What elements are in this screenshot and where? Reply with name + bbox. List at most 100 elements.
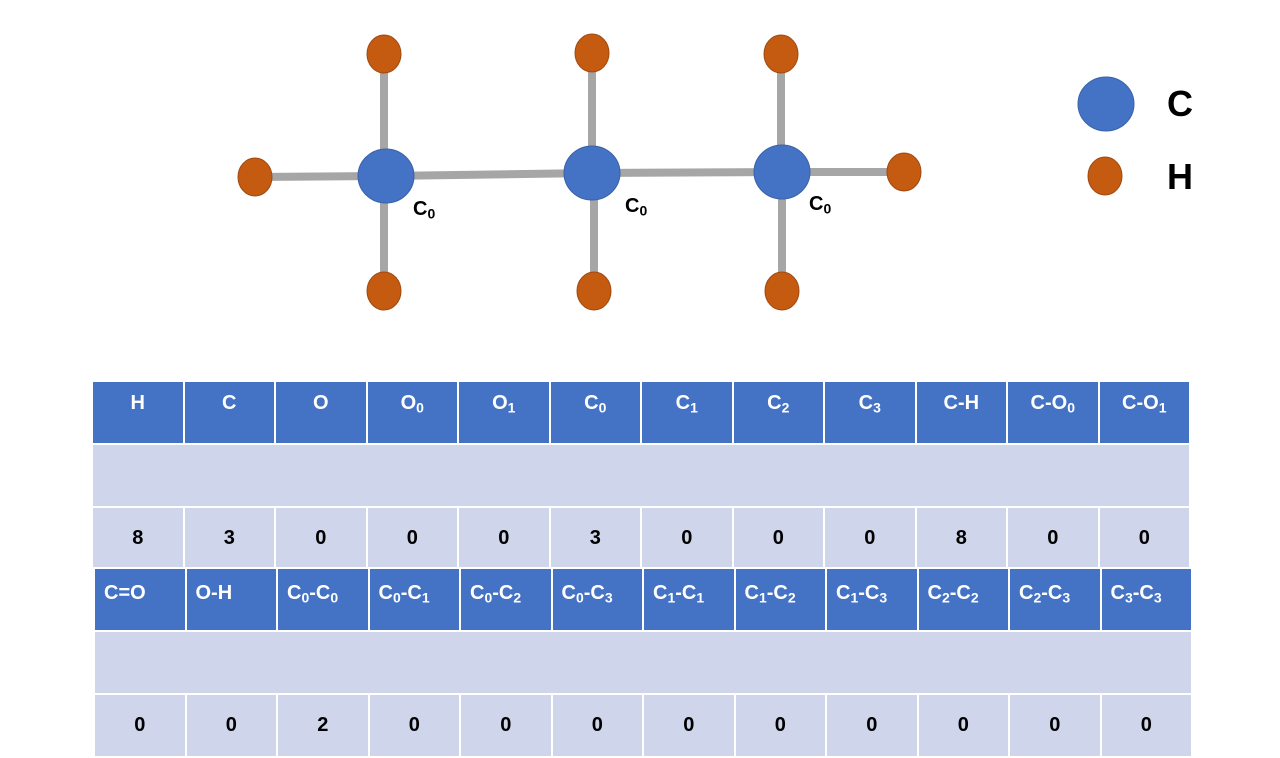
- hydrogen-atoms: [237, 33, 922, 311]
- count-cell: 0: [550, 693, 644, 758]
- atom-label-base: C: [625, 195, 640, 217]
- header-subscript: 0: [1067, 399, 1075, 416]
- count-cell: 8: [914, 506, 1008, 571]
- header-subscript: 1: [758, 589, 767, 606]
- count-cell: 0: [459, 693, 553, 758]
- header-text: -C: [858, 582, 880, 604]
- header-text: C: [378, 582, 393, 604]
- header-subscript: 1: [850, 589, 859, 606]
- header-subscript: 0: [416, 399, 424, 416]
- legend-hydrogen-label: H: [1167, 156, 1193, 197]
- column-header: C2-C3: [1008, 567, 1102, 632]
- header-text: -C: [675, 582, 697, 604]
- header-subscript: 0: [575, 589, 584, 606]
- column-header: O0: [365, 380, 459, 445]
- column-header: C=O: [93, 567, 187, 632]
- header-text: -C: [766, 582, 788, 604]
- column-header: C3: [823, 380, 917, 445]
- count-cell: 0: [365, 506, 459, 571]
- legend-hydrogen-symbol: [1087, 156, 1123, 196]
- count-cell: 0: [733, 693, 827, 758]
- header-subscript: 0: [484, 589, 493, 606]
- column-header: C3-C3: [1099, 567, 1193, 632]
- hydrogen-atom: [237, 157, 273, 197]
- header-text: C: [561, 582, 576, 604]
- column-header: O: [274, 380, 368, 445]
- header-base: C: [767, 392, 782, 414]
- header-base: C: [584, 392, 599, 414]
- header-text: -C: [309, 582, 331, 604]
- atom-label-c2: C0: [625, 195, 648, 219]
- header-text: C: [1110, 582, 1125, 604]
- header-text: C: [653, 582, 668, 604]
- column-header: C-H: [914, 380, 1008, 445]
- count-cell: 0: [1099, 693, 1193, 758]
- header-text: -C: [1132, 582, 1154, 604]
- carbon-atom: [563, 145, 621, 201]
- header-subscript: 2: [513, 589, 522, 606]
- header-subscript: 3: [873, 399, 881, 416]
- column-header: C0-C2: [459, 567, 553, 632]
- atom-label-sub: 0: [639, 202, 648, 219]
- column-header: C-O0: [1006, 380, 1100, 445]
- header-base: C-O: [1122, 392, 1159, 414]
- count-cell: 2: [276, 693, 370, 758]
- count-cell: 0: [1097, 506, 1191, 571]
- header-text: -C: [400, 582, 422, 604]
- header-base: C: [675, 392, 691, 414]
- header-base: H: [130, 392, 145, 414]
- count-cell: 0: [642, 693, 736, 758]
- header-subscript: 0: [330, 589, 339, 606]
- atom-label-sub: 0: [823, 200, 832, 217]
- header-subscript: 0: [392, 589, 401, 606]
- count-cell: 0: [457, 506, 551, 571]
- column-header: O1: [457, 380, 551, 445]
- count-cell: 0: [640, 506, 734, 571]
- count-cell: 0: [93, 693, 187, 758]
- column-header: C: [182, 380, 276, 445]
- header-subscript: 2: [781, 399, 790, 416]
- header-subscript: 1: [696, 589, 705, 606]
- atom-label-sub: 0: [427, 205, 436, 222]
- legend-carbon-symbol: [1077, 76, 1135, 132]
- count-cell: 3: [548, 506, 642, 571]
- count-cell: 0: [1008, 693, 1102, 758]
- header-subscript: 2: [941, 589, 950, 606]
- header-row: C=O O-H C0-C0 C0-C1 C0-C2 C0-C3 C1-C1 C1-C2 C1-C…: [93, 567, 1193, 632]
- header-base: O: [400, 392, 417, 414]
- column-header: C2: [731, 380, 825, 445]
- header-text: C=O: [104, 582, 146, 604]
- bond-c1-c2: [385, 169, 593, 180]
- atom-label-base: C: [413, 198, 428, 220]
- header-text: C: [927, 582, 942, 604]
- carbon-atom: [753, 144, 811, 200]
- column-header: C1-C1: [642, 567, 736, 632]
- header-subscript: 1: [667, 589, 676, 606]
- row-gap: [93, 630, 1193, 695]
- header-text: C: [836, 582, 851, 604]
- hydrogen-atom: [366, 271, 402, 311]
- header-text: C: [470, 582, 485, 604]
- bond-count-table: C=O O-H C0-C0 C0-C1 C0-C2 C0-C3 C1-C1 C1-C2 C1-C…: [93, 567, 1193, 758]
- count-cell: 0: [916, 693, 1010, 758]
- header-subscript: 1: [421, 589, 430, 606]
- header-subscript: 1: [1158, 399, 1167, 416]
- header-subscript: 3: [1153, 589, 1162, 606]
- header-text: C: [287, 582, 302, 604]
- count-cell: 0: [1006, 506, 1100, 571]
- header-subscript: 0: [301, 589, 310, 606]
- header-base: O: [312, 392, 329, 414]
- count-cell: 0: [184, 693, 278, 758]
- atom-label-c3: C0: [809, 194, 832, 217]
- column-header: C2-C2: [916, 567, 1010, 632]
- count-cell: 3: [182, 506, 276, 571]
- column-header: C1: [640, 380, 734, 445]
- column-header: C1-C3: [825, 567, 919, 632]
- header-subscript: 2: [1033, 589, 1042, 606]
- header-text: C: [744, 582, 759, 604]
- column-header: C0-C1: [367, 567, 461, 632]
- row-gap: [91, 443, 1191, 508]
- column-header: C0-C0: [276, 567, 370, 632]
